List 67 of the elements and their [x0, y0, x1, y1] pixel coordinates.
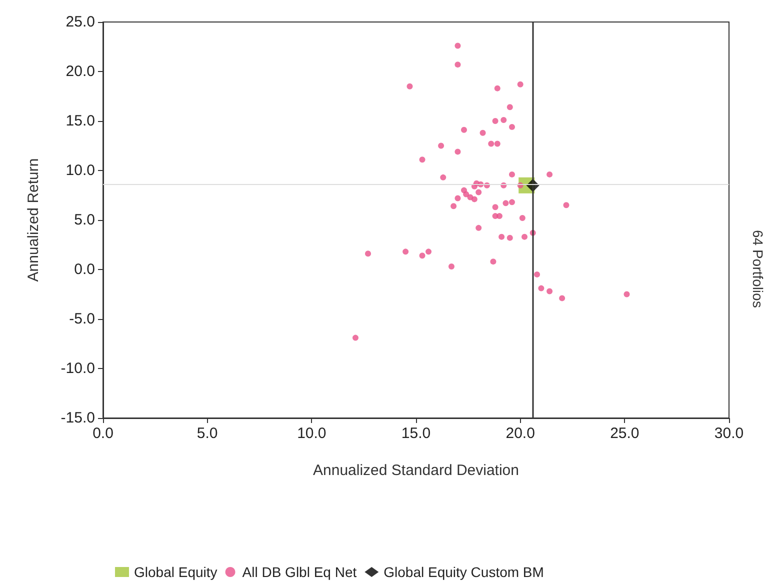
point: [450, 203, 457, 210]
y-tick-label: 5.0: [74, 212, 95, 228]
legend-label: Global Equity Custom BM: [384, 564, 544, 580]
point: [352, 334, 358, 341]
x-tick-label: 15.0: [401, 425, 431, 442]
x-tick-label: 25.0: [610, 425, 640, 442]
y-tick-label: 0.0: [74, 261, 95, 278]
y-tick-label: 10.0: [66, 162, 95, 179]
point: [492, 118, 498, 124]
y-tick-label: -10.0: [60, 360, 95, 377]
x-tick-label: 20.0: [506, 425, 535, 442]
point: [519, 215, 526, 222]
point: [488, 140, 494, 147]
point: [517, 81, 524, 88]
point: [494, 140, 500, 147]
x-tick-label: 30.0: [714, 425, 744, 442]
x-tick-label: 10.0: [297, 425, 326, 442]
point: [508, 171, 515, 178]
point: [454, 195, 461, 202]
point: [502, 200, 509, 206]
point: [419, 252, 426, 259]
x-tick-label: 0.0: [92, 425, 114, 442]
point: [559, 295, 566, 302]
x-axis-title: Annualized Standard Deviation: [313, 462, 519, 479]
y-tick-label: -15.0: [60, 410, 95, 426]
point: [471, 196, 478, 202]
y-tick-label: 20.0: [66, 63, 95, 80]
point: [454, 148, 461, 155]
point: [498, 234, 505, 240]
text: 64 Portfolios: [750, 230, 766, 308]
y-tick-label: 25.0: [66, 14, 95, 30]
point: [492, 204, 498, 210]
point: [476, 224, 482, 231]
point: [454, 42, 461, 49]
point: [419, 156, 426, 163]
point: [406, 83, 413, 90]
point: [538, 285, 544, 292]
point: [624, 291, 630, 298]
y-tick-label: 15.0: [66, 112, 95, 130]
point: [522, 234, 528, 240]
point: [490, 258, 496, 265]
point: [546, 288, 553, 294]
x-tick-label: 5.0: [196, 425, 218, 442]
point: [476, 189, 482, 196]
point: [506, 104, 513, 110]
point: [438, 142, 444, 149]
point: [508, 124, 515, 130]
y-tick-label: -5.0: [69, 310, 95, 328]
point: [508, 199, 515, 206]
point: [494, 85, 500, 92]
point: [365, 250, 372, 257]
legend-label: Global Equity: [134, 564, 218, 580]
point: [496, 213, 502, 220]
legend-label: All DB Glbl Eq Net: [242, 564, 357, 580]
point: [506, 234, 513, 241]
point: [426, 248, 432, 255]
point: [448, 264, 454, 270]
point: [454, 62, 461, 68]
point: [500, 117, 507, 124]
point: [563, 202, 570, 208]
point: [461, 126, 467, 133]
point: [402, 248, 409, 255]
point: [534, 271, 540, 278]
point: [480, 130, 486, 136]
point: [440, 174, 446, 180]
y-axis-title: Annualized Return: [25, 158, 42, 282]
point: [546, 171, 553, 178]
